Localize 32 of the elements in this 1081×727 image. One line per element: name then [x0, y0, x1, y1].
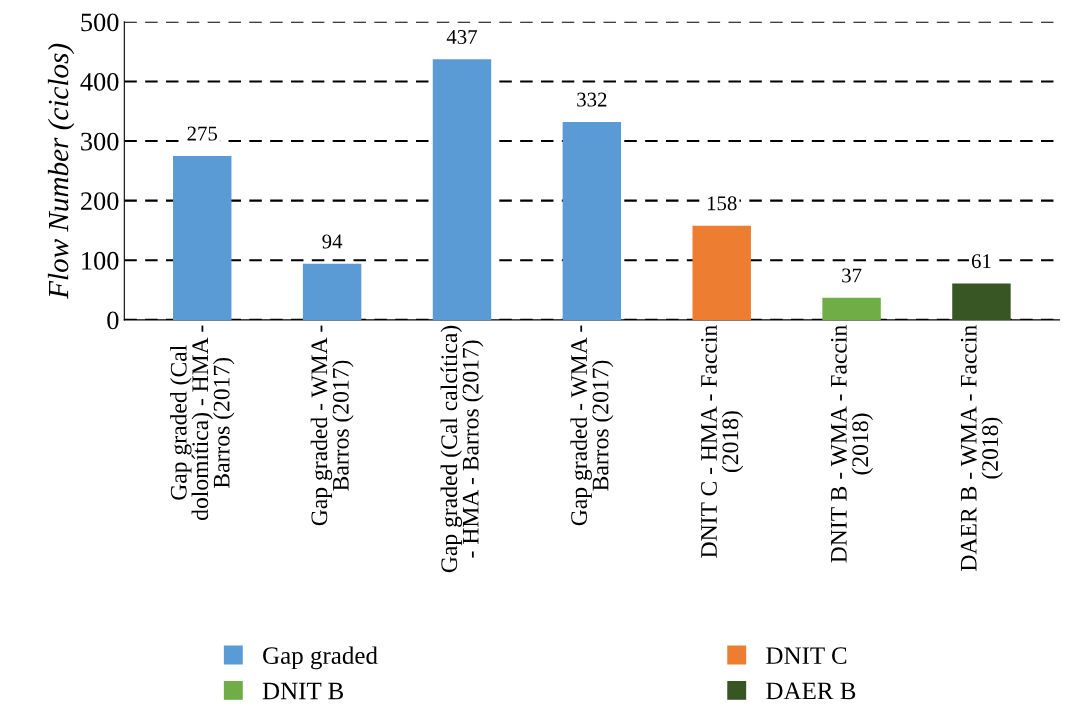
legend-label: Gap graded [263, 646, 378, 670]
y-tick-label: 0 [107, 311, 119, 330]
y-tick-label: 400 [80, 73, 119, 91]
x-tick-label: DNIT B - WMA - Faccin (2018) [830, 325, 873, 563]
data-label: 61 [971, 254, 991, 269]
x-tick-label: Gap graded - WMA - Barros (2017) [310, 325, 354, 526]
data-label: 437 [446, 30, 477, 45]
data-label: 275 [187, 126, 218, 141]
data-label: 158 [707, 196, 737, 211]
data-label: 94 [322, 234, 343, 249]
legend-label: DAER B [766, 682, 856, 700]
data-label: 332 [577, 92, 607, 107]
legend-label: DNIT B [262, 682, 344, 700]
x-tick-label: Gap graded - WMA - Barros (2017) [570, 325, 614, 526]
bar [432, 59, 492, 320]
y-tick-label: 200 [81, 192, 119, 211]
bar [822, 297, 881, 320]
y-tick-label: 100 [82, 251, 119, 270]
y-axis-title: Flow Number (ciclos) [47, 43, 75, 299]
bar [692, 225, 751, 320]
x-tick-label: DNIT C - HMA - Faccin (2018) [701, 325, 744, 558]
y-tick-label: 500 [81, 13, 119, 32]
x-tick-label: Gap graded (Cal calcítica) - HMA - Barros (2017) [440, 325, 484, 573]
x-tick-label: DAER B - WMA - Faccin (2018) [960, 325, 1003, 571]
legend-label: DNIT C [766, 647, 847, 665]
bar [952, 283, 1011, 320]
bar [302, 263, 362, 320]
bar [562, 121, 622, 320]
bar [173, 155, 232, 320]
data-label: 37 [842, 268, 862, 283]
y-tick-label: 300 [81, 132, 119, 151]
x-tick-label: Gap graded (Cal dolomítica) - HMA - Barros (2017) [170, 325, 235, 520]
